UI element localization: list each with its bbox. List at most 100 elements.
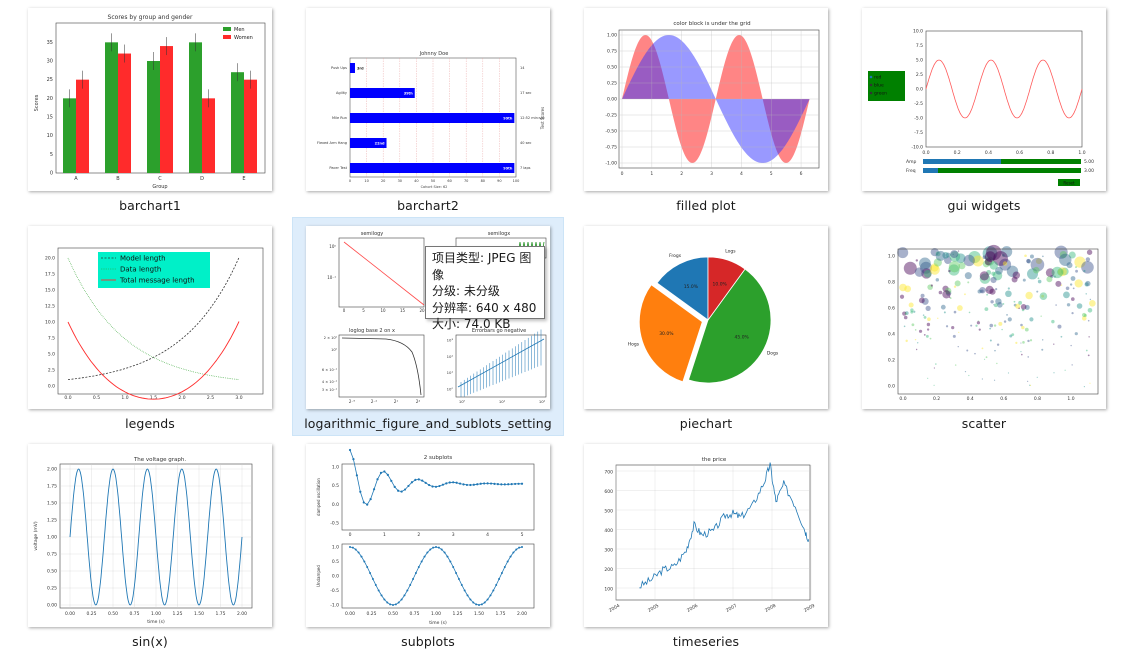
scatter-point [995, 288, 998, 291]
data-point [469, 598, 472, 601]
scatter-point [948, 269, 951, 273]
scatter-point [957, 345, 959, 348]
file-item-scatter[interactable]: 1.0 0.8 0.6 0.4 0.2 0.0 0.0 0.2 0.4 0.6 0.8 1.0 sc… [849, 218, 1119, 435]
scatter-point [922, 314, 925, 316]
bar [350, 138, 387, 148]
x-tick: 10² [539, 399, 546, 404]
y-tick: 0.0 [332, 574, 339, 580]
scatter-point [978, 328, 981, 331]
scatter-point [914, 338, 917, 341]
x-tick: 1.75 [495, 611, 505, 617]
scatter-point [1015, 303, 1021, 309]
scatter-point [1024, 254, 1027, 258]
x-tick: D [200, 176, 204, 182]
data-point [428, 483, 431, 487]
y-tick: 10¹ [447, 370, 454, 375]
file-item-piechart[interactable]: 15.0% Frogs 30.0% Hogs 45.0% Dogs 10.0% Logs pi… [571, 218, 841, 435]
scatter-point [997, 302, 1003, 308]
data-point [452, 566, 455, 569]
file-item-sinx[interactable]: The voltage graph. 2.00 1.75 1.50 1.25 1.00 0… [15, 436, 285, 653]
scatter-point [957, 250, 960, 252]
data-point [383, 598, 386, 601]
scatter-point [925, 334, 929, 338]
scatter-point [1042, 339, 1044, 341]
y-tick: 0.50 [607, 65, 617, 71]
scatter-point [1030, 257, 1045, 272]
file-item-subplots[interactable]: 2 subplots 1.0 0.5 0.0 -0.5 0 1 2 3 4 5 damped o… [293, 436, 563, 653]
file-item-legends[interactable]: 20.0 17.5 15.0 12.5 10.0 7.5 5.0 2.5 0.0 0.0 0.5 1… [15, 218, 285, 435]
bar-men [105, 42, 118, 174]
data-point [449, 560, 452, 563]
data-point [507, 483, 510, 486]
data-point [495, 583, 498, 586]
tooltip-rating: 分级: 未分级 [432, 284, 500, 298]
pie-slice [688, 268, 772, 384]
y-tick: 30 [47, 59, 53, 65]
file-item-barchart2[interactable]: Johnny Doe Push Ups 3rd 14 Agility 39th 17 se… [293, 0, 563, 217]
x-tick: 3 [452, 532, 455, 538]
x-tick: 0.00 [65, 611, 75, 617]
data-point [521, 546, 523, 548]
scatter-point [911, 323, 915, 327]
scatter-point [1024, 304, 1030, 310]
scatter-point [993, 304, 995, 306]
tooltip-type: 项目类型: JPEG 图像 [432, 251, 532, 282]
tooltip-resolution: 分辨率: 640 x 480 [432, 300, 537, 315]
data-point [400, 490, 403, 493]
scatter-point [1057, 267, 1067, 277]
y-tick: -0.5 [330, 588, 339, 594]
y-tick: 20.0 [45, 256, 55, 262]
scatter-point [986, 293, 988, 296]
data-point [455, 571, 458, 574]
data-point [393, 485, 396, 488]
y-tick: 100 [604, 587, 613, 593]
bar-women [76, 79, 89, 173]
file-item-timeseries[interactable]: the price 700 600 500 400 300 200 100 2004 2005… [571, 436, 841, 653]
pie-pct: 45.0% [735, 335, 750, 341]
y-tick: 15 [47, 115, 53, 121]
file-item-barchart1[interactable]: Scores by group and gender 0 5 10 15 20 25 30 3… [15, 0, 285, 217]
data-point [409, 583, 412, 586]
y-tick: 0.6 [888, 306, 895, 312]
y-tick: 0.4 [888, 332, 895, 338]
y-tick: 3 × 10⁻¹ [322, 388, 338, 392]
file-item-filled-plot[interactable]: color block is under the grid 1.00 0.75 0.… [571, 0, 841, 217]
scatter-point [992, 270, 1003, 281]
data-point [514, 482, 517, 486]
scatter-point [1081, 312, 1087, 318]
x-tick: 2008 [764, 603, 777, 614]
data-point [483, 482, 486, 485]
scatter-point [1003, 320, 1007, 323]
x-tick: 2.5 [207, 395, 214, 401]
bar-men [63, 98, 76, 173]
scatter-point [942, 251, 949, 259]
scatter-point [938, 290, 943, 295]
scatter-point [985, 256, 995, 266]
data-point [472, 483, 475, 486]
y-tick: 15.0 [45, 288, 55, 294]
data-point [460, 583, 463, 586]
scatter-point [1088, 336, 1090, 338]
scatter-point [903, 325, 906, 328]
file-name: sin(x) [132, 634, 168, 649]
scatter-point [914, 329, 917, 331]
file-item-gui-widgets[interactable]: 10.0 7.5 5.0 2.5 0.0 -2.5 -5.0 -7.5 -10.0 0.0 0.2… [849, 0, 1119, 217]
scatter-point [905, 339, 908, 343]
x-tick: 2 [680, 171, 683, 177]
scatter-point [1089, 382, 1091, 384]
data-point [486, 598, 489, 601]
thumbnail-timeseries: the price 700 600 500 400 300 200 100 2004 2005… [584, 444, 828, 627]
scatter-point [1011, 276, 1018, 283]
data-point [498, 578, 501, 581]
x-tick: 1.00 [151, 611, 161, 617]
x-tick: 2⁻⁵ [349, 399, 356, 404]
scatter-point [954, 280, 961, 287]
x-tick: 2.0 [178, 395, 185, 401]
data-point [355, 474, 358, 477]
data-point [448, 481, 451, 484]
y-tick: 10.0 [913, 29, 923, 35]
x-tick: 2.00 [517, 611, 527, 617]
scatter-point [1037, 279, 1042, 284]
legend-men: Men [234, 27, 245, 33]
freq-value: 3.00 [1084, 168, 1094, 174]
